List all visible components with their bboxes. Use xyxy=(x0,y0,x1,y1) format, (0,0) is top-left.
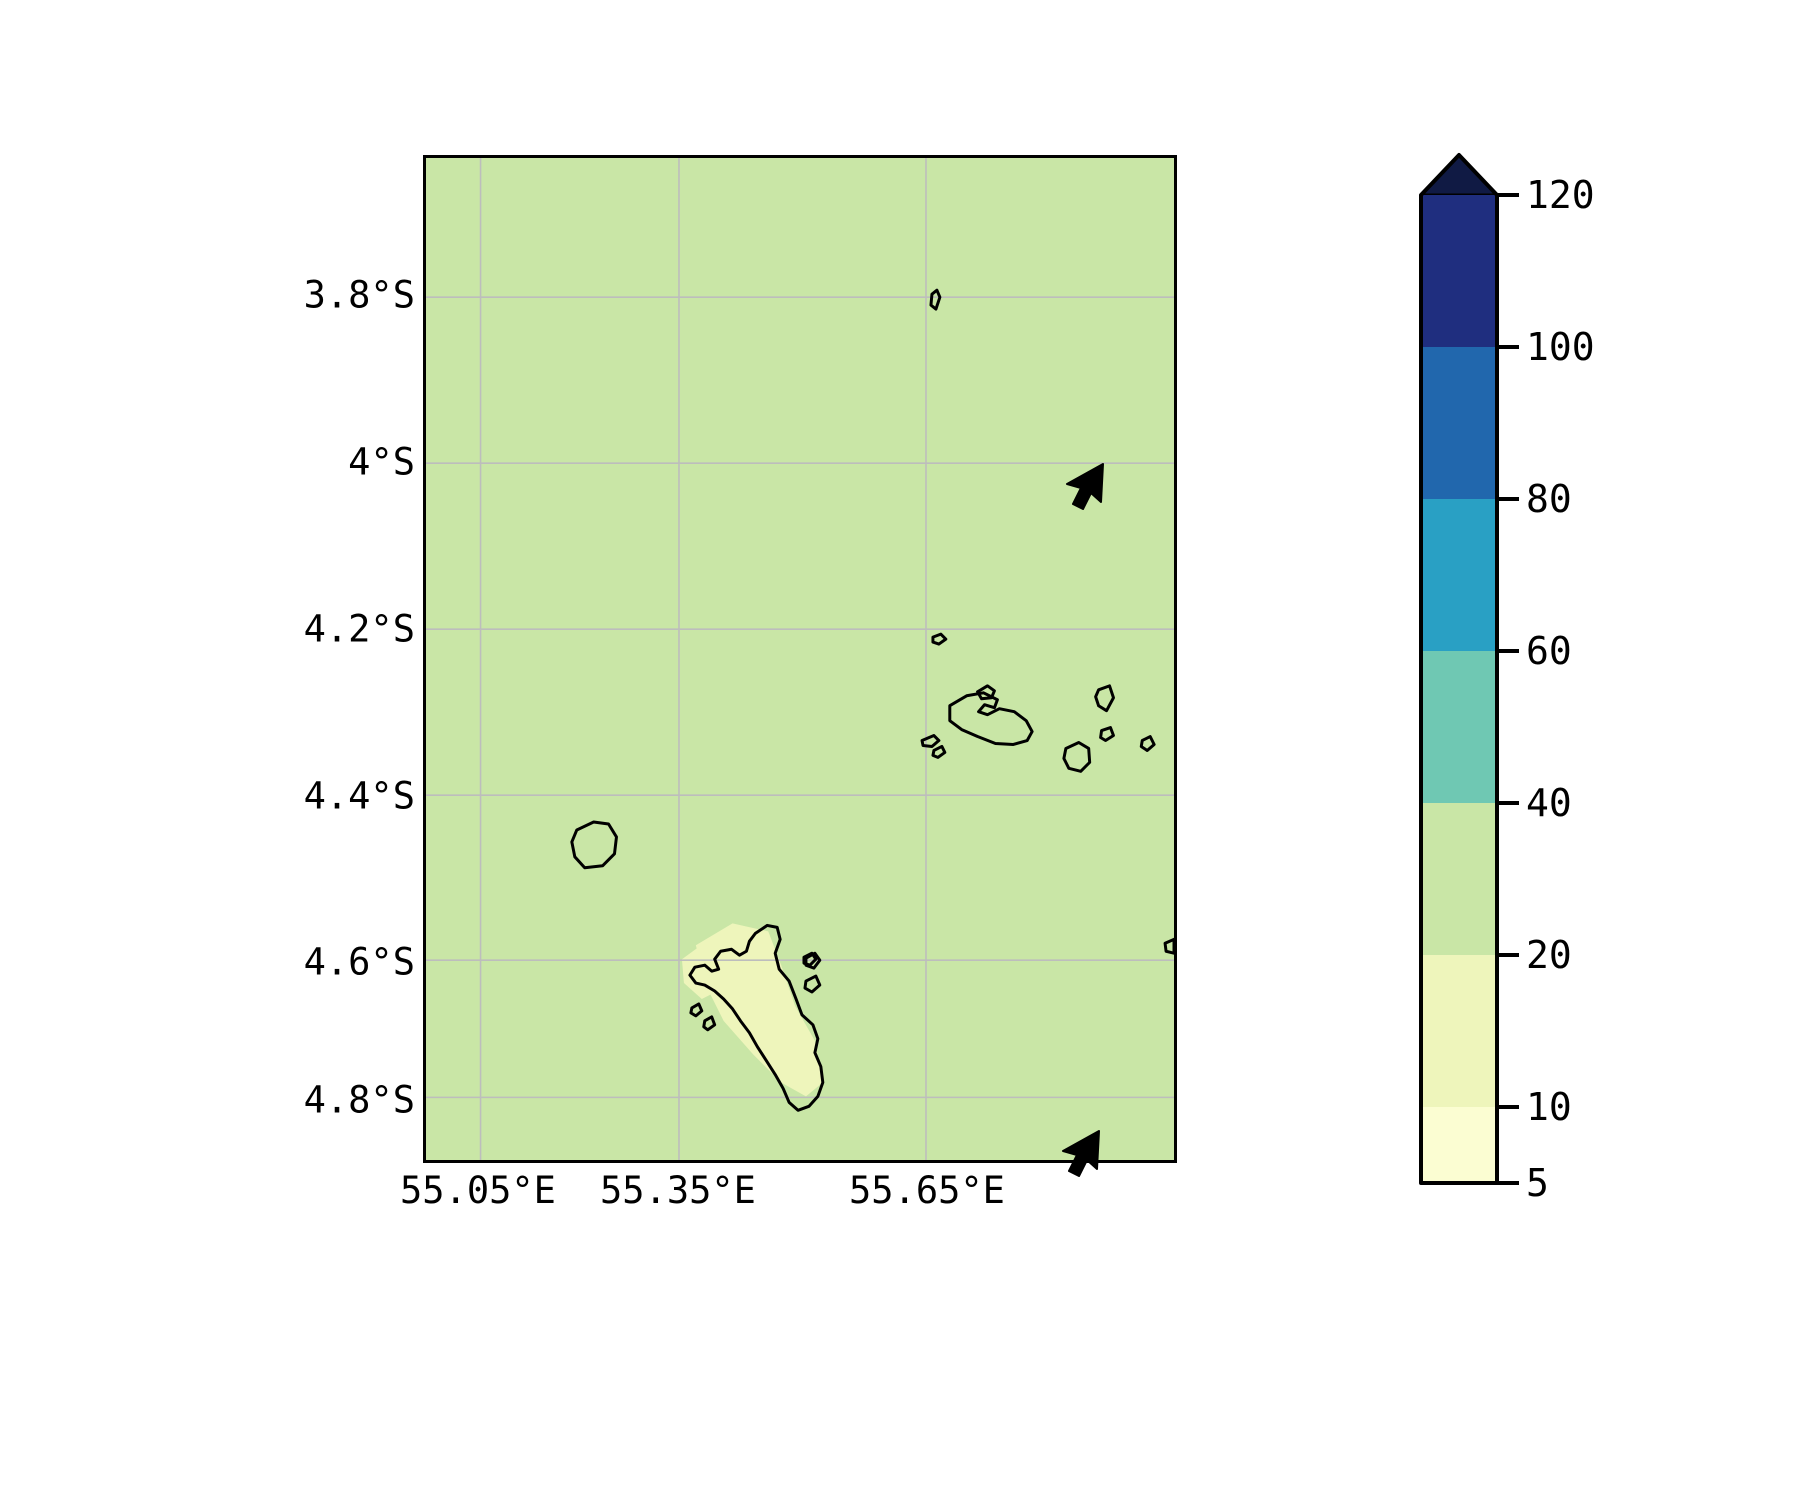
coastline-felicite xyxy=(1094,684,1115,713)
ytick-label-4.4S: 4.4°S xyxy=(303,774,415,818)
colorbar-label-20: 20 xyxy=(1526,933,1572,977)
coastline-denis-island xyxy=(931,632,948,646)
colorbar-label-5: 5 xyxy=(1526,1161,1549,1205)
wind-band-10-20-mahe-north xyxy=(681,943,724,999)
coastline-ste-anne xyxy=(802,951,818,967)
wind-band-20-40 xyxy=(426,158,1174,1160)
colorbar-band-100-120 xyxy=(1421,195,1497,347)
colorbar[interactable]: 120 100 80 60 40 20 10 5 xyxy=(1411,150,1661,1202)
colorbar-label-40: 40 xyxy=(1526,781,1572,825)
map-plot-area[interactable] xyxy=(423,155,1177,1163)
coastline-marianne xyxy=(1099,726,1115,743)
xtick-label-55.35E: 55.35°E xyxy=(600,1169,756,1212)
colorbar-band-40-60 xyxy=(1421,651,1497,803)
coastline-bird-island xyxy=(929,288,942,311)
colorbar-label-10: 10 xyxy=(1526,1085,1572,1129)
colorbar-ticks xyxy=(1497,193,1519,1185)
coastline-curieuse xyxy=(976,684,996,701)
coastline-silhouette-small xyxy=(803,974,822,994)
ytick-label-4.6S: 4.6°S xyxy=(303,940,415,984)
ytick-label-3.8S: 3.8°S xyxy=(303,273,415,317)
coastlines xyxy=(570,288,1174,1112)
coastline-conception xyxy=(702,1015,717,1032)
ytick-label-4.2S: 4.2°S xyxy=(303,607,415,651)
coastline-mahe xyxy=(688,923,825,1112)
colorbar-band-20-40 xyxy=(1421,803,1497,955)
coastline-aride xyxy=(920,734,941,748)
wind-band-10-20-mahe xyxy=(695,923,823,1097)
mouse-cursor-lower-icon xyxy=(1062,1130,1100,1177)
coastline-east-islet xyxy=(1163,937,1174,955)
colorbar-label-100: 100 xyxy=(1526,325,1595,369)
ytick-label-4.8S: 4.8°S xyxy=(303,1078,415,1122)
colorbar-gradient xyxy=(1419,153,1519,1185)
map-contour-layer xyxy=(426,158,1174,1160)
colorbar-label-60: 60 xyxy=(1526,629,1572,673)
colorbar-band-10-20 xyxy=(1421,955,1497,1107)
colorbar-label-120: 120 xyxy=(1526,173,1595,217)
coastline-cousin xyxy=(931,744,947,759)
ytick-label-4S: 4°S xyxy=(348,440,415,484)
coastline-silhouette xyxy=(570,820,618,870)
colorbar-band-5-10 xyxy=(1421,1107,1497,1183)
xtick-label-55.65E: 55.65°E xyxy=(849,1169,1005,1212)
coastline-therese xyxy=(689,1002,704,1018)
colorbar-band-60-80 xyxy=(1421,499,1497,651)
colorbar-outline xyxy=(1419,153,1499,1185)
map-gridlines xyxy=(426,158,1174,1160)
coastline-grande-soeur xyxy=(1139,735,1156,752)
coastline-la-digue xyxy=(1062,741,1092,773)
colorbar-label-80: 80 xyxy=(1526,477,1572,521)
colorbar-band-80-100 xyxy=(1421,347,1497,499)
coastline-praslin xyxy=(948,691,1034,746)
xtick-label-55.05E: 55.05°E xyxy=(400,1169,556,1212)
mouse-cursor-upper-icon xyxy=(1066,463,1104,510)
colorbar-band-over-120 xyxy=(1419,153,1499,197)
